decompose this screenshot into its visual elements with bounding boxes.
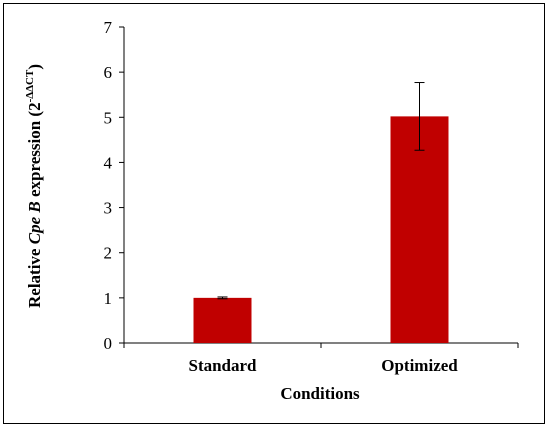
x-tick-label: Standard	[188, 356, 257, 375]
bars	[193, 116, 449, 343]
y-axis-label-suffix: )	[25, 64, 44, 70]
x-axis: Standard Optimized	[123, 342, 519, 375]
y-tick-label: 3	[104, 199, 113, 218]
y-tick-label: 4	[104, 153, 113, 172]
bar-standard	[193, 297, 252, 343]
y-axis-label: Relative Cpe B expression (2-ΔΔCT)	[24, 64, 44, 308]
y-axis: 0 1 2 3 4 5 6 7	[104, 18, 125, 353]
y-tick-label: 6	[104, 63, 113, 82]
y-axis-label-gene: Cpe B	[25, 201, 44, 244]
y-axis-label-superscript: -ΔΔCT	[24, 69, 36, 102]
y-tick-label: 2	[104, 244, 113, 263]
y-tick-label: 7	[104, 18, 113, 37]
y-tick-label: 0	[104, 334, 113, 353]
y-tick-label: 1	[104, 289, 113, 308]
error-bars	[217, 82, 425, 300]
y-axis-label-prefix: Relative	[25, 244, 44, 308]
x-axis-label: Conditions	[280, 384, 360, 403]
x-tick-label: Optimized	[381, 356, 458, 375]
chart-frame	[3, 3, 545, 424]
y-axis-label-middle: expression (2	[25, 102, 44, 201]
y-tick-label: 5	[104, 108, 113, 127]
bar-optimized	[390, 116, 449, 343]
